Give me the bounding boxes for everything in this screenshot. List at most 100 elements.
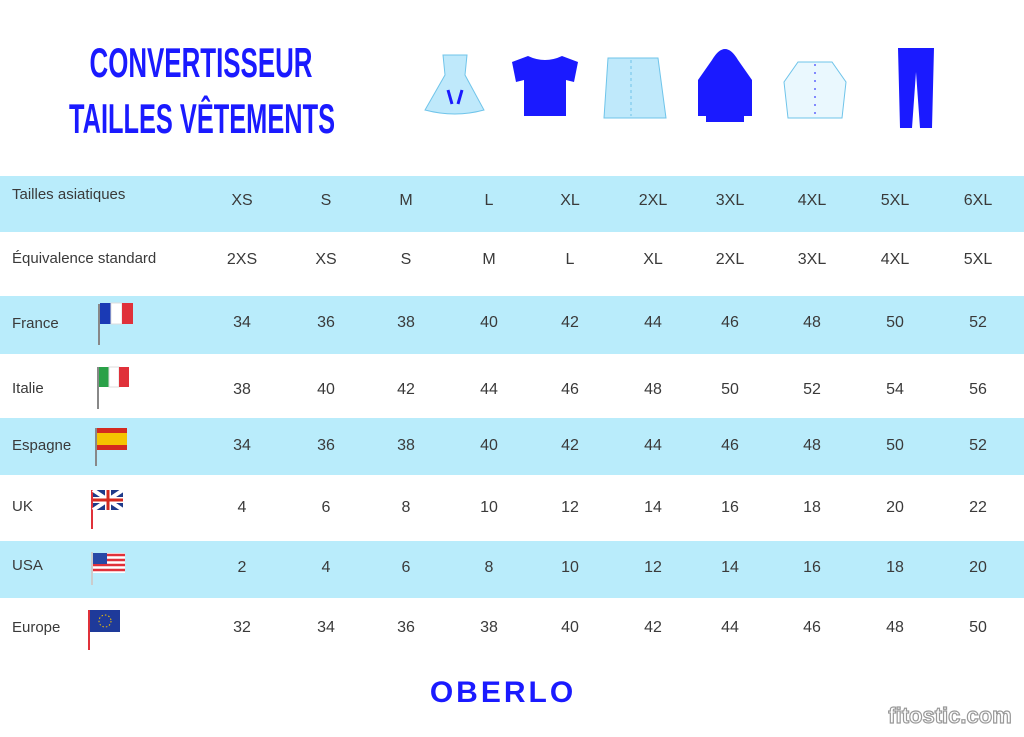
cell: 8 (485, 559, 494, 576)
cell: 46 (721, 437, 739, 454)
cell: 48 (803, 437, 821, 454)
cell: 46 (721, 314, 739, 331)
cell: 40 (480, 437, 498, 454)
cell: 34 (233, 437, 251, 454)
cell: 3XL (798, 251, 827, 268)
cell: 16 (803, 559, 821, 576)
cell: 50 (886, 314, 904, 331)
cell: 2XL (716, 251, 745, 268)
cell: 22 (969, 499, 987, 516)
row-label: Équivalence standard (12, 250, 156, 267)
flags (88, 302, 133, 650)
cell: 36 (397, 619, 415, 636)
cell: 44 (721, 619, 739, 636)
cell: 38 (397, 314, 415, 331)
title-line: TAILLES VÊTEMENTS (69, 94, 335, 142)
cell: 2XL (639, 192, 668, 209)
cell: 5XL (964, 251, 993, 268)
cell: 36 (317, 437, 335, 454)
cell: 8 (402, 499, 411, 516)
row-band (0, 418, 1024, 475)
cell: 2 (238, 559, 247, 576)
cell: 20 (969, 559, 987, 576)
cell: 40 (561, 619, 579, 636)
row-label: Italie (12, 380, 44, 397)
cell: 50 (969, 619, 987, 636)
watermark: fitostic.com (888, 703, 1011, 728)
cell: 14 (721, 559, 739, 576)
cell: 54 (886, 381, 904, 398)
row-band (0, 176, 1024, 232)
cell: 42 (644, 619, 662, 636)
table-row: USA 2 4 6 8 10 12 14 16 18 20 (0, 541, 1024, 598)
cell: 12 (644, 559, 662, 576)
cell: L (485, 192, 494, 209)
cell: 48 (803, 314, 821, 331)
table-row: Europe 32 34 36 38 40 42 44 46 48 50 (12, 619, 987, 636)
table-row: Équivalence standard 2XS XS S M L XL 2XL 3XL 4XL 5… (12, 250, 992, 268)
cell: 48 (886, 619, 904, 636)
cell: 18 (803, 499, 821, 516)
row-label: UK (12, 498, 33, 515)
cell: 40 (317, 381, 335, 398)
cell: XS (231, 192, 252, 209)
cell: 52 (803, 381, 821, 398)
cell: 12 (561, 499, 579, 516)
cell: 44 (644, 437, 662, 454)
table-row: Italie 38 40 42 44 46 48 50 52 54 56 (12, 380, 987, 398)
cell: 4XL (881, 251, 910, 268)
cell: M (482, 251, 495, 268)
cell: 50 (721, 381, 739, 398)
cell: 38 (480, 619, 498, 636)
row-band (0, 296, 1024, 354)
cell: 50 (886, 437, 904, 454)
cell: 2XS (227, 251, 257, 268)
cell: S (321, 192, 332, 209)
cell: 6 (322, 499, 331, 516)
cell: 46 (803, 619, 821, 636)
cell: 4 (322, 559, 331, 576)
cell: 18 (886, 559, 904, 576)
cell: 14 (644, 499, 662, 516)
table-row: UK 4 6 8 10 12 14 16 18 20 22 (12, 498, 987, 516)
cell: 10 (480, 499, 498, 516)
row-label: Espagne (12, 437, 71, 454)
cell: 44 (644, 314, 662, 331)
cell: 44 (480, 381, 498, 398)
cell: S (401, 251, 412, 268)
cell: XS (315, 251, 336, 268)
cell: 40 (480, 314, 498, 331)
title-line: CONVERTISSEUR (90, 39, 313, 86)
cell: 56 (969, 381, 987, 398)
clothing-icons (424, 48, 934, 128)
cell: 34 (233, 314, 251, 331)
row-label: USA (12, 557, 43, 574)
cell: 6 (402, 559, 411, 576)
table-row: France 34 36 38 40 42 44 46 48 50 52 (0, 296, 1024, 354)
table-row: Espagne 34 36 38 40 42 44 46 48 50 52 (0, 418, 1024, 475)
row-label: France (12, 315, 59, 332)
cell: M (399, 192, 412, 209)
cell: 3XL (716, 192, 745, 209)
row-band (0, 541, 1024, 598)
cell: 46 (561, 381, 579, 398)
cell: 38 (397, 437, 415, 454)
cell: 38 (233, 381, 251, 398)
cell: 32 (233, 619, 251, 636)
cell: 42 (397, 381, 415, 398)
cell: 6XL (964, 192, 993, 209)
cell: 42 (561, 437, 579, 454)
cell: 4XL (798, 192, 827, 209)
row-label: Tailles asiatiques (12, 186, 125, 203)
cell: L (566, 251, 575, 268)
cell: 48 (644, 381, 662, 398)
table-row: Tailles asiatiques XS S M L XL 2XL 3XL 4XL 5XL 6XL (0, 176, 1024, 232)
cell: XL (643, 251, 663, 268)
cell: 10 (561, 559, 579, 576)
cell: 5XL (881, 192, 910, 209)
table: Tailles asiatiques XS S M L XL 2XL 3XL 4XL 5XL 6XL… (0, 176, 1024, 636)
cell: XL (560, 192, 580, 209)
cell: 16 (721, 499, 739, 516)
row-label: Europe (12, 619, 60, 636)
